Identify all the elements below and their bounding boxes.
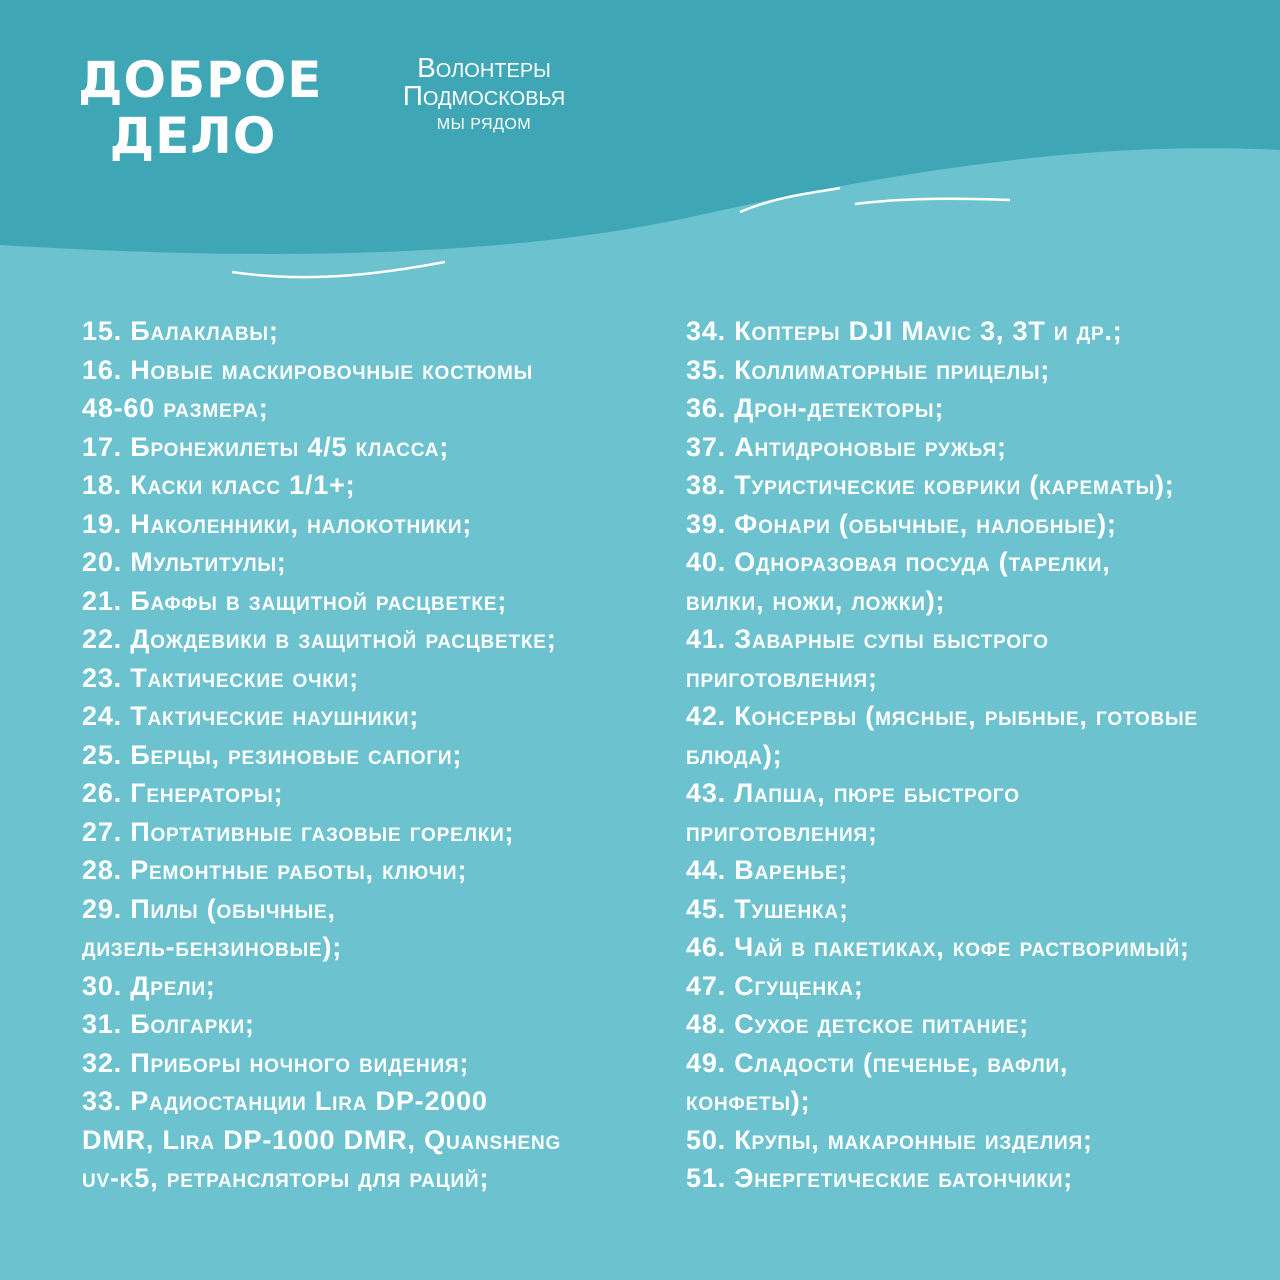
list-item: 50. Крупы, макаронные изделия; xyxy=(686,1121,1198,1160)
list-item-line: 45. Тушенка; xyxy=(686,893,849,924)
list-item-line: 28. Ремонтные работы, ключи; xyxy=(82,855,468,885)
list-item: 39. Фонари (обычные, налобные); xyxy=(686,505,1198,544)
list-item-line: 25. Берцы, резиновые сапоги; xyxy=(82,739,463,770)
list-item: 21. Баффы в защитной расцветке; xyxy=(82,582,561,621)
list-item: 27. Портативные газовые горелки; xyxy=(82,813,561,852)
list-item: 36. Дрон-детекторы; xyxy=(686,389,1198,428)
list-item-line: 40. Одноразовая посуда (тарелки, xyxy=(686,547,1111,577)
list-item-line: 43. Лапша, пюре быстрого xyxy=(686,778,1020,808)
list-item: 44. Варенье; xyxy=(686,851,1198,890)
list-item-line: 29. Пилы (обычные, xyxy=(82,893,336,924)
list-item: 32. Приборы ночного видения; xyxy=(82,1044,561,1083)
list-item: 46. Чай в пакетиках, кофе растворимый; xyxy=(686,928,1198,967)
list-item: 51. Энергетические батончики; xyxy=(686,1159,1198,1198)
logo-line: ДОБРОЕ xyxy=(78,51,323,109)
list-item-line: 20. Мультитулы; xyxy=(82,547,287,577)
list-item: 18. Каски класс 1/1+; xyxy=(82,466,561,505)
list-item: 41. Заварные супы быстрого приготовления; xyxy=(686,620,1198,697)
list-item-line: 37. Антидроновые ружья; xyxy=(686,431,1007,462)
list-item: 19. Наколенники, налокотники; xyxy=(82,505,561,544)
list-item-line: 41. Заварные супы быстрого xyxy=(686,624,1049,654)
volunteers-logo: Волонтеры Подмосковья МЫ РЯДОМ xyxy=(368,54,600,134)
list-item-line: 17. Бронежилеты 4/5 класса; xyxy=(82,431,450,462)
list-item-line: 32. Приборы ночного видения; xyxy=(82,1047,470,1078)
org-name-line: Волонтеры xyxy=(417,52,551,83)
list-item: 37. Антидроновые ружья; xyxy=(686,428,1198,467)
list-item-line: 16. Новые маскировочные костюмы xyxy=(82,354,533,385)
list-item-line: приготовления; xyxy=(686,662,878,693)
list-item: 23. Тактические очки; xyxy=(82,659,561,698)
list-item-line: 19. Наколенники, налокотники; xyxy=(82,508,473,539)
list-item: 15. Балаклавы; xyxy=(82,312,561,351)
list-item-line: 50. Крупы, макаронные изделия; xyxy=(686,1124,1093,1155)
list-item-line: приготовления; xyxy=(686,816,878,847)
list-item-line: 33. Радиостанции Lira DP-2000 xyxy=(82,1086,488,1116)
list-item: 20. Мультитулы; xyxy=(82,543,561,582)
list-item-line: DMR, Lira DP-1000 DMR, Quansheng xyxy=(82,1124,562,1155)
list-item-line: 48. Сухое детское питание; xyxy=(686,1009,1029,1039)
logo-line: ДЕЛО xyxy=(109,107,277,165)
list-item-line: вилки, ножи, ложки); xyxy=(686,585,946,616)
list-item: 48. Сухое детское питание; xyxy=(686,1005,1198,1044)
list-item-line: 21. Баффы в защитной расцветке; xyxy=(82,585,508,616)
list-item-line: 18. Каски класс 1/1+; xyxy=(82,470,356,500)
list-item-line: 36. Дрон-детекторы; xyxy=(686,393,945,423)
list-item-line: 39. Фонари (обычные, налобные); xyxy=(686,508,1117,539)
list-item: 35. Коллиматорные прицелы; xyxy=(686,351,1198,390)
list-item: 38. Туристические коврики (карематы); xyxy=(686,466,1198,505)
list-item: 47. Сгущенка; xyxy=(686,967,1198,1006)
list-item-line: 46. Чай в пакетиках, кофе растворимый; xyxy=(686,932,1190,962)
list-item-line: дизель-бензиновые); xyxy=(82,932,343,962)
list-item-line: 42. Консервы (мясные, рыбные, готовые xyxy=(686,701,1198,731)
list-item: 28. Ремонтные работы, ключи; xyxy=(82,851,561,890)
list-item: 30. Дрели; xyxy=(82,967,561,1006)
list-item: 31. Болгарки; xyxy=(82,1005,561,1044)
list-item: 45. Тушенка; xyxy=(686,890,1198,929)
list-item-line: 23. Тактические очки; xyxy=(82,662,359,693)
list-item-line: блюда); xyxy=(686,739,783,770)
list-item-line: 51. Энергетические батончики; xyxy=(686,1163,1073,1193)
list-item-line: 49. Сладости (печенье, вафли, xyxy=(686,1047,1069,1078)
org-tagline: МЫ РЯДОМ xyxy=(436,116,532,133)
list-item: 49. Сладости (печенье, вафли, конфеты); xyxy=(686,1044,1198,1121)
list-item-line: 48-60 размера; xyxy=(82,393,269,423)
items-list-left: 15. Балаклавы; 16. Новые маскировочные ко… xyxy=(82,312,561,1198)
list-item-line: 47. Сгущенка; xyxy=(686,970,864,1001)
list-item: 25. Берцы, резиновые сапоги; xyxy=(82,736,561,775)
list-item: 26. Генераторы; xyxy=(82,774,561,813)
list-item-line: 26. Генераторы; xyxy=(82,778,284,808)
list-item: 17. Бронежилеты 4/5 класса; xyxy=(82,428,561,467)
list-item-line: 22. Дождевики в защитной расцветке; xyxy=(82,624,557,654)
list-item: 43. Лапша, пюре быстрого приготовления; xyxy=(686,774,1198,851)
list-item-line: 44. Варенье; xyxy=(686,855,849,885)
list-item-line: 27. Портативные газовые горелки; xyxy=(82,816,515,847)
list-item-line: 34. Коптеры DJI Mavic 3, 3T и др.; xyxy=(686,316,1123,346)
list-item: 24. Тактические наушники; xyxy=(82,697,561,736)
list-item: 34. Коптеры DJI Mavic 3, 3T и др.; xyxy=(686,312,1198,351)
list-item-line: конфеты); xyxy=(686,1086,811,1116)
list-item-line: 35. Коллиматорные прицелы; xyxy=(686,354,1051,385)
list-item: 29. Пилы (обычные, дизель-бензиновые); xyxy=(82,890,561,967)
list-item-line: 15. Балаклавы; xyxy=(82,316,279,346)
org-name-line: Подмосковья xyxy=(402,80,566,111)
list-item: 42. Консервы (мясные, рыбные, готовые блю… xyxy=(686,697,1198,774)
list-item-line: uv-k5, ретрансляторы для раций; xyxy=(82,1163,490,1193)
dobroe-delo-logo: ДОБРОЕ ДЕЛО xyxy=(78,51,323,165)
items-list-right: 34. Коптеры DJI Mavic 3, 3T и др.; 35. Ко… xyxy=(686,312,1198,1198)
list-item-line: 38. Туристические коврики (карематы); xyxy=(686,470,1175,500)
list-item-line: 24. Тактические наушники; xyxy=(82,701,420,731)
list-item: 22. Дождевики в защитной расцветке; xyxy=(82,620,561,659)
list-item: 33. Радиостанции Lira DP-2000 DMR, Lira D… xyxy=(82,1082,561,1198)
list-item-line: 31. Болгарки; xyxy=(82,1009,255,1039)
list-item: 40. Одноразовая посуда (тарелки, вилки, н… xyxy=(686,543,1198,620)
list-item-line: 30. Дрели; xyxy=(82,970,216,1001)
list-item: 16. Новые маскировочные костюмы 48-60 раз… xyxy=(82,351,561,428)
